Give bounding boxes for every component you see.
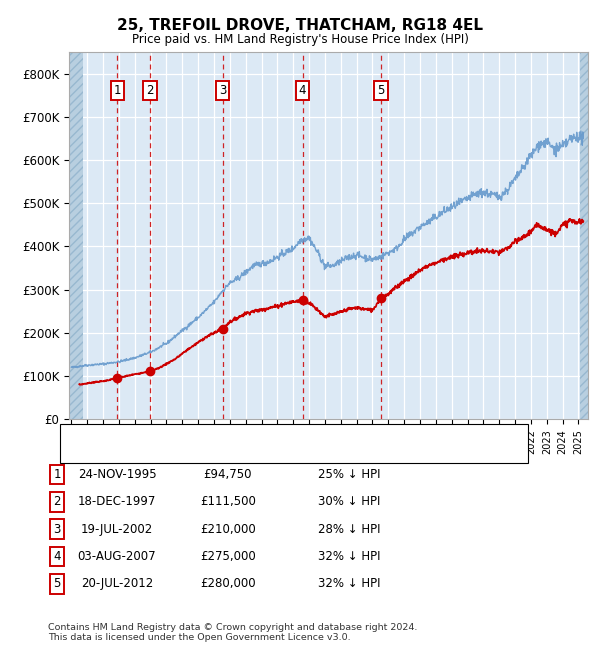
- Text: 2: 2: [53, 495, 61, 508]
- Text: 25% ↓ HPI: 25% ↓ HPI: [318, 468, 380, 481]
- Text: £210,000: £210,000: [200, 523, 256, 536]
- Text: 32% ↓ HPI: 32% ↓ HPI: [318, 577, 380, 590]
- Text: 5: 5: [53, 577, 61, 590]
- Text: 20-JUL-2012: 20-JUL-2012: [81, 577, 153, 590]
- Text: 3: 3: [53, 523, 61, 536]
- Text: 03-AUG-2007: 03-AUG-2007: [77, 550, 157, 563]
- Text: 3: 3: [219, 84, 226, 98]
- Text: 30% ↓ HPI: 30% ↓ HPI: [318, 495, 380, 508]
- Text: 2: 2: [146, 84, 154, 98]
- Text: 4: 4: [53, 550, 61, 563]
- Text: 5: 5: [377, 84, 385, 98]
- Text: 1: 1: [113, 84, 121, 98]
- Text: 1: 1: [53, 468, 61, 481]
- Text: £280,000: £280,000: [200, 577, 256, 590]
- Text: 25, TREFOIL DROVE, THATCHAM, RG18 4EL (detached house): 25, TREFOIL DROVE, THATCHAM, RG18 4EL (d…: [98, 430, 433, 439]
- Text: £94,750: £94,750: [204, 468, 252, 481]
- Text: HPI: Average price, detached house, West Berkshire: HPI: Average price, detached house, West…: [98, 447, 382, 457]
- Text: 24-NOV-1995: 24-NOV-1995: [77, 468, 157, 481]
- Text: 32% ↓ HPI: 32% ↓ HPI: [318, 550, 380, 563]
- Text: 4: 4: [299, 84, 306, 98]
- Bar: [580, 52, 588, 419]
- Text: 28% ↓ HPI: 28% ↓ HPI: [318, 523, 380, 536]
- Text: £275,000: £275,000: [200, 550, 256, 563]
- Text: 18-DEC-1997: 18-DEC-1997: [78, 495, 156, 508]
- Text: 25, TREFOIL DROVE, THATCHAM, RG18 4EL: 25, TREFOIL DROVE, THATCHAM, RG18 4EL: [117, 18, 483, 33]
- Text: £111,500: £111,500: [200, 495, 256, 508]
- Bar: [69, 52, 83, 419]
- Text: Contains HM Land Registry data © Crown copyright and database right 2024.
This d: Contains HM Land Registry data © Crown c…: [48, 623, 418, 642]
- Text: 19-JUL-2002: 19-JUL-2002: [81, 523, 153, 536]
- Text: Price paid vs. HM Land Registry's House Price Index (HPI): Price paid vs. HM Land Registry's House …: [131, 32, 469, 46]
